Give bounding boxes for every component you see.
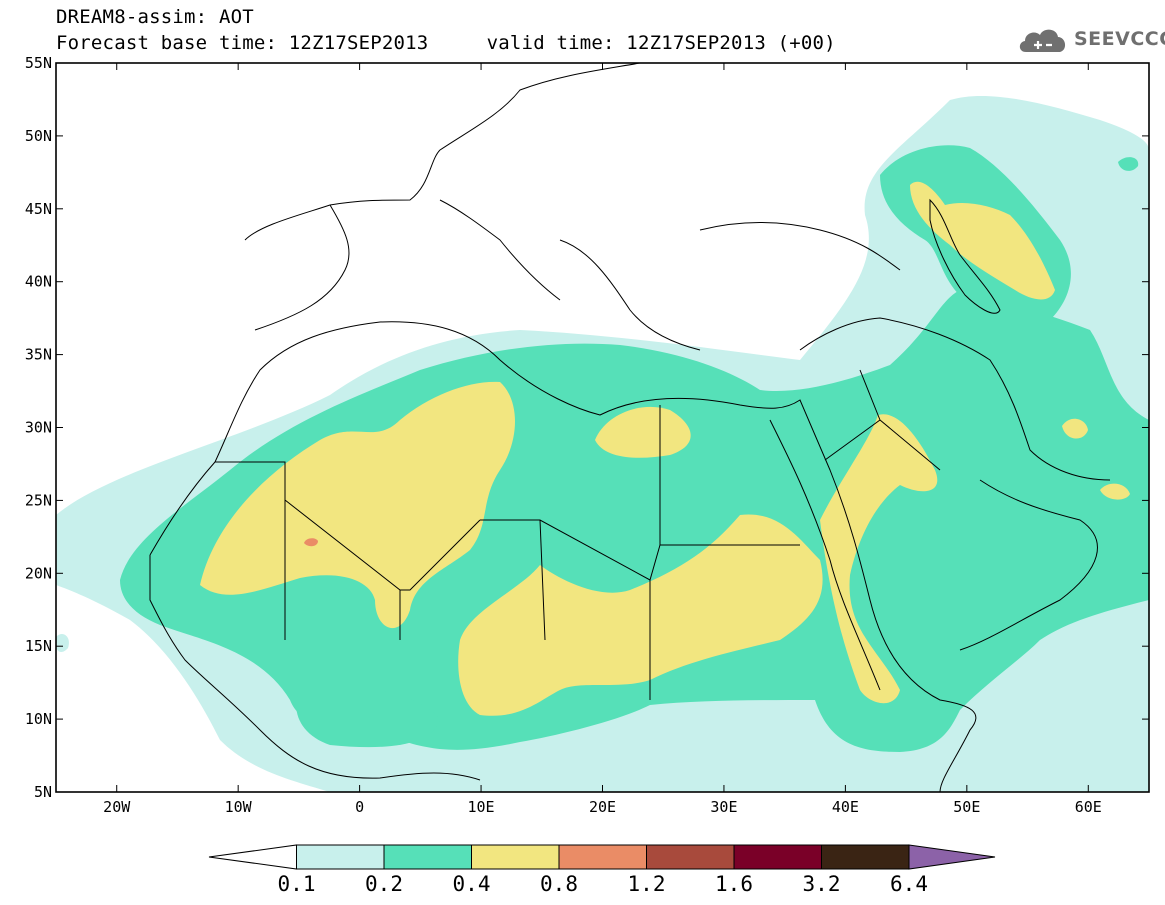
colorbar-segment [558,844,647,870]
colorbar-under [208,844,297,870]
aot-band-0.4-arabia [820,414,938,704]
aot-band-0.4-central [458,514,823,716]
lon-label: 60E [1075,798,1102,816]
lon-label: 30E [710,798,737,816]
lon-label: 0 [355,798,364,816]
colorbar-segment [296,844,385,870]
colorbar-segment [733,844,822,870]
map-title: DREAM8-assim: AOT [56,6,254,28]
lat-label: 40N [25,273,52,291]
lat-label: 50N [25,127,52,145]
lon-label: 50E [953,798,980,816]
colorbar-labels: 0.1 0.2 0.4 0.8 1.2 1.6 3.2 6.4 [278,872,928,896]
cloud-icon [1019,29,1066,52]
aot-contours [56,63,1149,792]
colorbar-segment [646,844,735,870]
colorbar-segment [821,844,910,870]
colorbar-level-label: 3.2 [803,872,841,896]
map-subtitle: Forecast base time: 12Z17SEP2013 valid t… [56,32,836,54]
colorbar-over [908,844,996,870]
aot-band-0.2-sahel [296,686,440,748]
aot-band-0.2 [120,290,1149,752]
aot-band-0.8 [304,538,318,547]
colorbar-segment [471,844,560,870]
aot-colorbar [208,844,996,870]
africa-coastline [149,321,977,792]
colorbar-level-label: 1.6 [715,872,753,896]
lon-label: 20E [589,798,616,816]
caspian-coast [929,198,1001,314]
logo-label: SEEVCCC [1074,28,1165,50]
west-africa-coast [149,555,481,781]
colorbar-level-label: 0.8 [540,872,578,896]
latitude-labels: 55N 50N 45N 40N 35N 30N 25N 20N 15N 10N 5N [25,54,52,801]
aot-band-0.4-gulf [1100,483,1130,500]
colorbar-level-label: 0.4 [453,872,491,896]
longitude-labels: 20W 10W 0 10E 20E 30E 40E 50E 60E [103,798,1102,816]
aot-band-0.4-iran [1062,418,1088,439]
asia-coast [699,222,1111,651]
colorbar-level-label: 1.2 [628,872,666,896]
lon-label: 20W [103,798,131,816]
red-sea-coast [769,419,881,691]
colorbar-level-label: 0.2 [365,872,403,896]
lat-label: 10N [25,710,52,728]
country-borders [149,63,1111,792]
aot-band-0.4-libya [595,406,691,458]
aot-band-0.2-east [1118,157,1139,171]
aot-band-0.1-west [56,634,69,652]
lat-label: 20N [25,564,52,582]
colorbar-segment [383,844,472,870]
aot-band-0.4 [200,381,515,629]
inland-borders [215,369,941,700]
lat-label: 5N [34,783,52,801]
colorbar-level-label: 0.1 [278,872,316,896]
lat-label: 45N [25,200,52,218]
lat-label: 35N [25,346,52,364]
colorbar-level-label: 6.4 [890,872,928,896]
lat-label: 15N [25,637,52,655]
seevccc-logo: SEEVCCC [1016,24,1165,56]
axis-ticks [56,62,1149,793]
lon-label: 10E [468,798,495,816]
aot-band-0.4-caspian [910,181,1055,300]
lon-label: 40E [832,798,859,816]
lat-label: 25N [25,491,52,509]
europe-coast [244,63,701,351]
lat-label: 55N [25,54,52,72]
lat-label: 30N [25,419,52,437]
lon-label: 10W [225,798,253,816]
